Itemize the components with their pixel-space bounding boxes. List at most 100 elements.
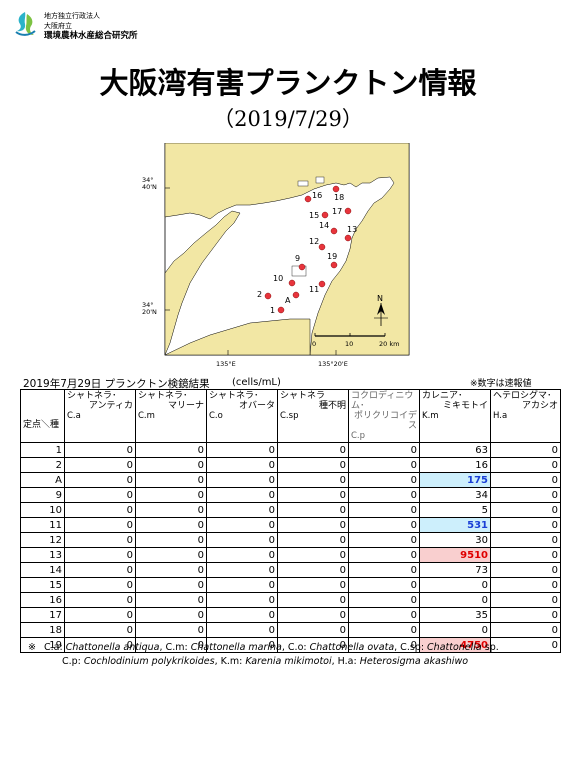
value-cell: 0 xyxy=(135,607,207,623)
table-row: 14 0 0 0 0 0 73 0 xyxy=(20,562,561,578)
value-cell: 0 xyxy=(348,562,420,578)
value-cell: 0 xyxy=(277,517,349,533)
value-cell: 0 xyxy=(206,532,278,548)
value-cell: 0 xyxy=(348,532,420,548)
value-cell: 16 xyxy=(419,457,491,473)
value-cell: 0 xyxy=(206,562,278,578)
station-label: A xyxy=(285,296,291,305)
value-cell: 0 xyxy=(277,622,349,638)
table-row: 16 0 0 0 0 0 0 0 xyxy=(20,592,561,608)
preliminary-note: ※数字は速報値 xyxy=(470,379,532,389)
station-marker xyxy=(330,227,338,235)
station-cell: 13 xyxy=(20,547,65,563)
footnote-mark: ※ xyxy=(28,642,36,653)
station-marker xyxy=(332,185,340,193)
value-cell: 0 xyxy=(206,592,278,608)
table-row: 12 0 0 0 0 0 30 0 xyxy=(20,532,561,548)
footnote-species-name: Chattonella antiqua xyxy=(65,642,160,653)
value-cell: 0 xyxy=(206,457,278,473)
value-cell: 0 xyxy=(490,442,561,458)
station-cell: 15 xyxy=(20,577,65,593)
station-marker xyxy=(277,306,285,314)
value-cell: 0 xyxy=(490,502,561,518)
station-cell: 11 xyxy=(20,517,65,533)
value-cell: 0 xyxy=(348,472,420,488)
value-cell: 0 xyxy=(135,517,207,533)
footnote-species-name: Heterosigma akashiwo xyxy=(359,656,469,667)
value-cell: 0 xyxy=(490,487,561,503)
value-cell: 0 xyxy=(64,517,136,533)
station-label: 12 xyxy=(309,237,319,246)
station-cell: 2 xyxy=(20,457,65,473)
table-row: 1 0 0 0 0 0 63 0 xyxy=(20,442,561,458)
org-name-line2: 大阪府立 xyxy=(44,22,72,30)
table-row: 19 0 0 0 0 0 4750 0 xyxy=(20,637,561,653)
value-cell: 0 xyxy=(490,577,561,593)
osaka-bay-map: 0 10 20 km N 1 2 A 10 11 9 19 12 13 14 15 16 17 18 34… xyxy=(142,142,420,371)
value-cell: 0 xyxy=(277,502,349,518)
station-label: 2 xyxy=(257,290,262,299)
footnote-abbr: C.p: xyxy=(62,656,84,667)
table-row: 2 0 0 0 0 0 16 0 xyxy=(20,457,561,473)
value-cell: 0 xyxy=(64,577,136,593)
station-cell: 18 xyxy=(20,622,65,638)
value-cell: 0 xyxy=(64,592,136,608)
table-row: 10 0 0 0 0 0 5 0 xyxy=(20,502,561,518)
footnote-abbr: , C.sp: xyxy=(394,642,428,653)
value-cell: 0 xyxy=(277,457,349,473)
value-cell: 0 xyxy=(64,547,136,563)
org-name-line1: 地方独立行政法人 xyxy=(44,12,100,20)
value-cell: 0 xyxy=(490,637,561,653)
land-osaka xyxy=(164,142,410,356)
value-cell: 0 xyxy=(419,577,491,593)
col-header-csp: シャトネラ 種不明 C.sp xyxy=(277,389,349,443)
value-cell: 0 xyxy=(490,562,561,578)
station-marker xyxy=(321,211,329,219)
value-cell: 0 xyxy=(206,547,278,563)
station-cell: 1 xyxy=(20,442,65,458)
value-cell: 0 xyxy=(64,472,136,488)
table-row: 11 0 0 0 0 0 531 0 xyxy=(20,517,561,533)
value-cell: 5 xyxy=(419,502,491,518)
value-cell: 0 xyxy=(348,607,420,623)
value-cell: 531 xyxy=(419,517,491,533)
station-label: 14 xyxy=(319,221,329,230)
station-marker xyxy=(292,291,300,299)
col-header-km: カレニア･ ミキモトイ K.m xyxy=(419,389,491,443)
table-row: 17 0 0 0 0 0 35 0 xyxy=(20,607,561,623)
table-row: 9 0 0 0 0 0 34 0 xyxy=(20,487,561,503)
value-cell: 0 xyxy=(206,472,278,488)
value-cell: 0 xyxy=(419,592,491,608)
scale-label-10: 10 xyxy=(345,340,353,348)
value-cell: 0 xyxy=(206,517,278,533)
station-label: 11 xyxy=(309,285,319,294)
page-title: 大阪湾有害プランクトン情報 xyxy=(99,66,477,100)
station-label: 9 xyxy=(295,254,300,263)
footnote-abbr: , K.m: xyxy=(214,656,246,667)
value-cell: 0 xyxy=(135,472,207,488)
station-marker xyxy=(344,207,352,215)
results-title: 2019年7月29日 プランクトン検鏡結果 xyxy=(23,378,210,390)
col-header-cp: コクロディニウム･ ポリクリコイデス C.p xyxy=(348,389,420,443)
station-label: 18 xyxy=(334,193,344,202)
footnote-abbr: , C.o: xyxy=(281,642,310,653)
value-cell: 0 xyxy=(277,577,349,593)
station-marker xyxy=(288,279,296,287)
footnote-line2: C.p: Cochlodinium polykrikoides, K.m: Ka… xyxy=(44,655,499,669)
value-cell: 0 xyxy=(277,562,349,578)
station-label: 10 xyxy=(273,274,283,283)
footnote-abbr: C.a: xyxy=(44,642,66,653)
value-cell: 0 xyxy=(490,532,561,548)
value-cell: 0 xyxy=(419,622,491,638)
value-cell: 0 xyxy=(277,472,349,488)
scale-bar xyxy=(314,333,386,337)
value-cell: 0 xyxy=(348,622,420,638)
value-cell: 35 xyxy=(419,607,491,623)
col-header-cm: シャトネラ･ マリーナ C.m xyxy=(135,389,207,443)
value-cell: 0 xyxy=(206,442,278,458)
results-unit: (cells/mL) xyxy=(232,377,281,388)
value-cell: 0 xyxy=(490,547,561,563)
station-label: 17 xyxy=(332,207,342,216)
value-cell: 0 xyxy=(277,547,349,563)
